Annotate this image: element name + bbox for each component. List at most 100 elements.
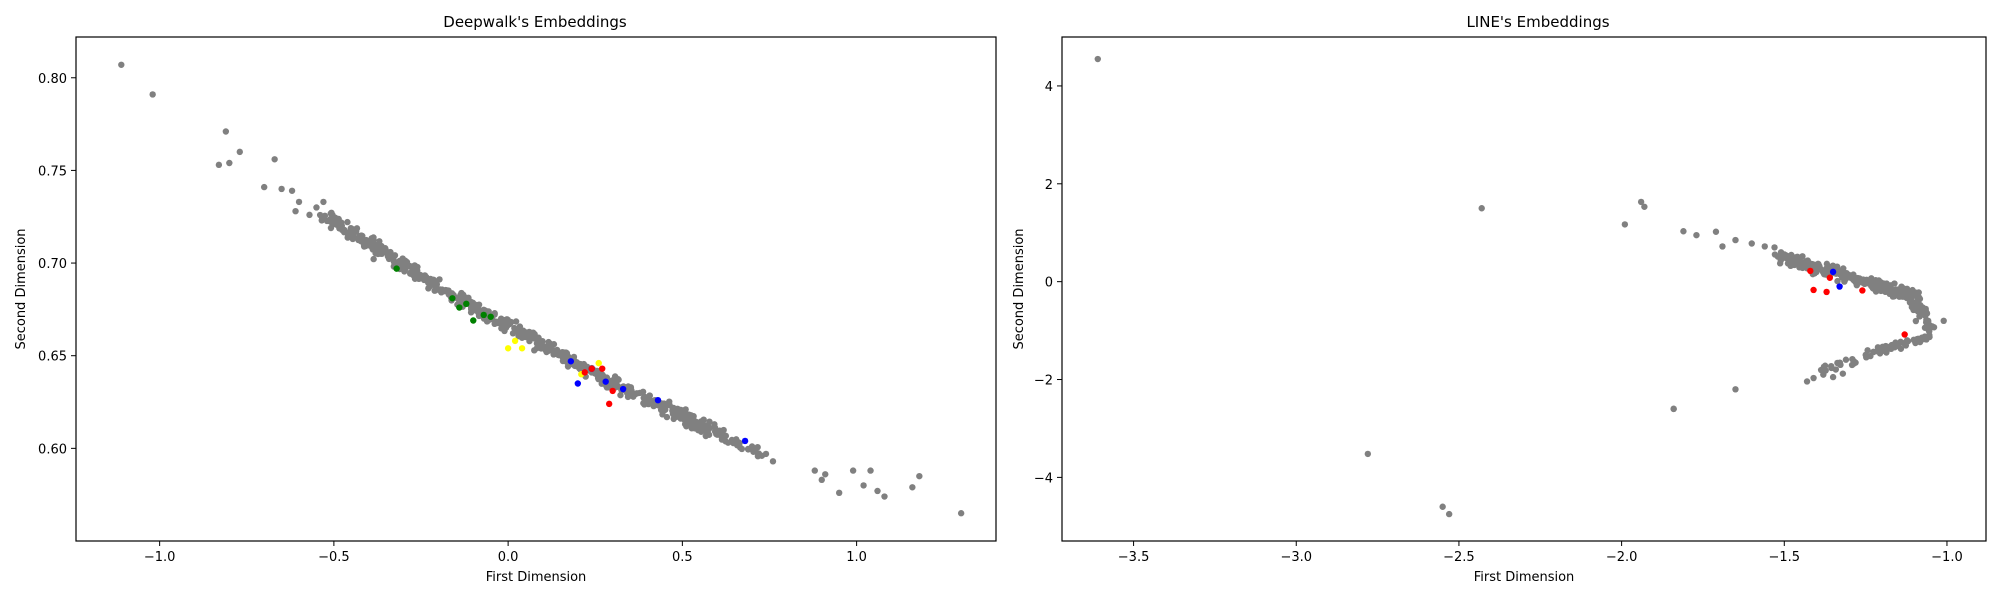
- deepwalk-point-s0: [811, 467, 818, 474]
- deepwalk-cloud-point: [390, 258, 398, 266]
- deepwalk-cloud-point: [340, 229, 348, 236]
- deepwalk-cloud-point: [427, 275, 434, 283]
- deepwalk-point-s0: [292, 207, 299, 215]
- deepwalk-cloud-point: [545, 338, 552, 346]
- deepwalk-cloud-point: [676, 406, 683, 414]
- line-cloud-point: [1902, 342, 1910, 349]
- deepwalk-point-s4: [588, 365, 595, 372]
- line-point-s0: [1719, 243, 1726, 250]
- deepwalk-point-s1: [393, 265, 400, 272]
- line-points: [1094, 55, 1947, 518]
- deepwalk-cloud-point: [492, 318, 499, 325]
- line-point-s0: [1439, 503, 1446, 510]
- line-point-s0: [1693, 231, 1700, 239]
- line-point-s0: [1748, 240, 1755, 247]
- deepwalk-cloud-point: [610, 381, 617, 389]
- deepwalk-point-s1: [456, 304, 463, 311]
- deepwalk-point-s0: [835, 489, 843, 497]
- line-point-s0: [1364, 450, 1372, 458]
- deepwalk-cloud-point: [706, 424, 713, 432]
- line-point-s0: [1732, 236, 1739, 244]
- deepwalk-cloud-point: [504, 322, 511, 329]
- deepwalk-point-s4: [599, 365, 606, 372]
- deepwalk-y-axis: 0.60 0.65 0.70 0.75 0.80: [38, 72, 76, 457]
- deepwalk-point-s0: [118, 61, 125, 68]
- deepwalk-point-s4: [581, 369, 588, 376]
- deepwalk-point-s0: [957, 510, 965, 517]
- line-y-tick-label: −2: [1034, 374, 1053, 389]
- deepwalk-point-s0: [260, 183, 268, 191]
- deepwalk-point-s2: [518, 345, 526, 352]
- deepwalk-point-s3: [741, 437, 749, 445]
- deepwalk-cloud-point: [391, 252, 399, 259]
- deepwalk-point-s2: [595, 359, 602, 367]
- line-point-s0: [1771, 244, 1778, 251]
- deepwalk-x-tick-label: 0.0: [498, 550, 519, 565]
- line-cloud-point: [1801, 261, 1809, 268]
- deepwalk-cloud-point: [327, 215, 334, 223]
- line-point-s1: [1901, 331, 1908, 338]
- deepwalk-cloud-point: [646, 392, 653, 399]
- deepwalk-y-tick-label: 0.60: [38, 442, 67, 457]
- deepwalk-points: [118, 61, 965, 517]
- deepwalk-cloud-point: [497, 315, 505, 322]
- deepwalk-point-s0: [881, 493, 888, 500]
- deepwalk-point-s0: [288, 187, 296, 194]
- line-cloud-point: [1916, 304, 1924, 311]
- line-point-s2: [1829, 268, 1837, 276]
- line-point-s0: [1637, 198, 1645, 206]
- deepwalk-point-s3: [654, 396, 662, 404]
- line-cloud-point: [1922, 305, 1929, 313]
- deepwalk-cloud-point: [438, 289, 445, 296]
- deepwalk-cloud-point: [535, 334, 542, 341]
- deepwalk-point-s3: [602, 378, 609, 385]
- deepwalk-cloud-point: [536, 340, 544, 348]
- deepwalk-y-tick-label: 0.80: [38, 72, 67, 87]
- deepwalk-cloud-point: [711, 421, 718, 428]
- deepwalk-cloud-point: [700, 416, 707, 423]
- deepwalk-cloud-point: [639, 388, 647, 396]
- deepwalk-cloud-point: [378, 250, 386, 257]
- deepwalk-cloud-point: [658, 402, 665, 409]
- deepwalk-point-s0: [278, 185, 285, 193]
- deepwalk-point-s0: [818, 476, 825, 484]
- line-x-axis-label: First Dimension: [1474, 570, 1575, 585]
- line-cloud-point: [1781, 253, 1789, 260]
- line-chart-title: LINE's Embeddings: [1466, 13, 1609, 31]
- line-y-tick-label: 4: [1045, 80, 1053, 95]
- deepwalk-point-s1: [470, 317, 477, 324]
- deepwalk-cloud-point: [344, 218, 351, 226]
- line-point-s0: [1777, 249, 1785, 256]
- line-cloud-point: [1909, 286, 1916, 294]
- deepwalk-point-s0: [769, 458, 777, 465]
- deepwalk-point-s0: [236, 148, 243, 156]
- deepwalk-cloud-point: [610, 376, 618, 383]
- deepwalk-cloud-point: [455, 295, 463, 302]
- deepwalk-cloud-point: [373, 244, 381, 251]
- deepwalk-y-tick-label: 0.70: [38, 257, 67, 272]
- deepwalk-cloud-point: [681, 420, 689, 428]
- line-y-tick-label: 0: [1045, 276, 1053, 291]
- deepwalk-point-s1: [463, 300, 470, 308]
- deepwalk-cloud-point: [691, 424, 698, 431]
- line-cloud-point: [1869, 285, 1877, 292]
- deepwalk-cloud-point: [327, 224, 335, 232]
- deepwalk-cloud-point: [458, 289, 465, 297]
- line-y-tick-label: 2: [1045, 178, 1053, 193]
- deepwalk-cloud-point: [425, 285, 432, 292]
- line-cloud-point: [1894, 291, 1901, 298]
- line-cloud-point: [1897, 338, 1904, 346]
- line-cloud-point: [1796, 264, 1803, 271]
- line-cloud-point: [1827, 362, 1835, 370]
- deepwalk-point-s0: [909, 484, 916, 491]
- deepwalk-cloud-point: [360, 241, 368, 248]
- line-point-s0: [1670, 405, 1677, 413]
- deepwalk-cloud-point: [663, 413, 671, 421]
- deepwalk-x-tick-label: 1.0: [846, 550, 867, 565]
- deepwalk-point-s0: [149, 91, 156, 98]
- deepwalk-cloud-point: [679, 413, 686, 420]
- deepwalk-point-s0: [916, 472, 923, 480]
- deepwalk-cloud-point: [543, 344, 551, 351]
- line-x-axis: −3.5 −3.0 −2.5 −2.0 −1.5 −1.0: [1118, 541, 1963, 565]
- deepwalk-cloud-point: [724, 439, 732, 446]
